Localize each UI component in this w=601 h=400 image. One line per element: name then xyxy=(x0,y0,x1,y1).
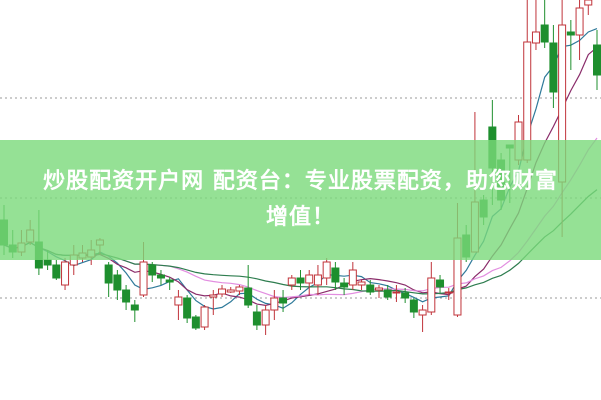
candle-body xyxy=(427,277,436,313)
candle-body xyxy=(383,289,392,298)
candle-body xyxy=(331,267,340,283)
candle-body xyxy=(540,24,549,43)
candle-body xyxy=(401,292,410,299)
banner-line-2: 增值！ xyxy=(265,205,335,230)
candle-body xyxy=(174,296,183,306)
candle-body xyxy=(305,274,314,284)
candle-body xyxy=(156,274,165,279)
candle-body xyxy=(296,277,305,284)
candle-body xyxy=(113,274,122,291)
candle-body xyxy=(436,279,445,288)
candle-body xyxy=(374,287,383,291)
candle-body xyxy=(566,31,575,36)
candle-body xyxy=(209,294,218,298)
candle-body xyxy=(148,264,157,276)
candle-body xyxy=(218,288,227,295)
candle-body xyxy=(279,297,288,304)
candle-body xyxy=(122,289,131,303)
candle-body xyxy=(200,306,209,328)
candle-body xyxy=(409,299,418,313)
candle-body xyxy=(252,311,261,326)
candle-body xyxy=(226,289,235,293)
candle-body xyxy=(52,264,61,279)
candle-body xyxy=(61,261,70,286)
candle-body xyxy=(139,261,148,296)
candle-body xyxy=(313,274,322,286)
banner-line-1: 炒股配资开户网 配资台：专业股票配资，助您财富 xyxy=(43,169,558,194)
candle-body xyxy=(575,7,584,36)
candle-body xyxy=(340,282,349,288)
candle-body xyxy=(418,309,427,316)
candle-body xyxy=(549,42,558,93)
candle-body xyxy=(244,287,253,306)
candle-body xyxy=(130,304,139,311)
candle-body xyxy=(531,31,540,44)
candle-body xyxy=(366,284,375,293)
candle-body xyxy=(165,279,174,283)
candle-body xyxy=(287,277,296,286)
candle-body xyxy=(584,0,593,6)
candle-body xyxy=(392,291,401,294)
candle-body xyxy=(322,261,331,279)
candle-body xyxy=(357,281,366,286)
candle-body xyxy=(348,269,357,286)
candle-body xyxy=(261,309,270,326)
candle-body xyxy=(191,316,200,329)
candle-body xyxy=(183,297,192,319)
candle-body xyxy=(104,264,113,284)
candle-body xyxy=(235,286,244,292)
candle-body xyxy=(270,297,279,311)
candle-body xyxy=(444,291,453,294)
candle-body xyxy=(593,44,601,76)
promo-banner: 炒股配资开户网 配资台：专业股票配资，助您财富 增值！ xyxy=(0,140,601,260)
candle-body xyxy=(43,259,52,266)
